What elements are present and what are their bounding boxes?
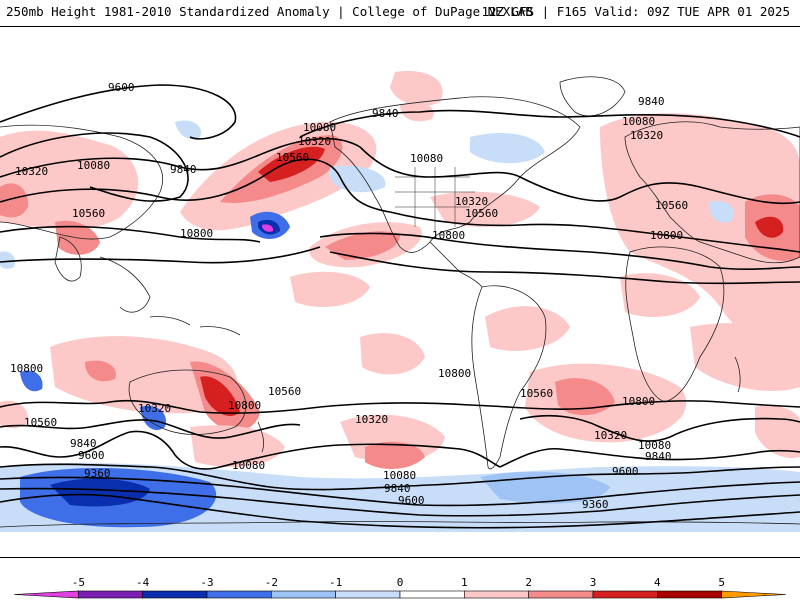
contour-label: 10080: [303, 121, 336, 134]
legend-tick-label: -1: [329, 576, 342, 589]
contour-label: 9600: [612, 465, 639, 478]
colorbar-segment: [528, 590, 594, 599]
colorbar-segment: [206, 590, 272, 599]
contour-label: 10080: [622, 115, 655, 128]
legend-tick-label: -4: [136, 576, 150, 589]
contour-label: 10080: [77, 159, 110, 172]
contour-label: 9840: [384, 482, 411, 495]
legend-tick-label: 0: [397, 576, 404, 589]
colorbar-segment: [13, 590, 79, 599]
contour-label: 10080: [383, 469, 416, 482]
legend-tick-label: -5: [72, 576, 85, 589]
map-canvas: 9600 9840 9840 10080 10320 10560 10080 9…: [0, 71, 800, 532]
contour-label: 10560: [72, 207, 105, 220]
colorbar-segment: [399, 590, 465, 599]
contour-label: 9840: [70, 437, 97, 450]
contour-label: 10800: [180, 227, 213, 240]
contour-label: 10320: [355, 413, 388, 426]
contour-label: 10800: [432, 229, 465, 242]
contour-label: 10800: [10, 362, 43, 375]
contour-label: 10320: [15, 165, 48, 178]
contour-label: 10560: [520, 387, 553, 400]
contour-label: 10080: [638, 439, 671, 452]
legend-colorbar: [13, 590, 787, 599]
colorbar-segment: [721, 590, 787, 599]
contour-label: 10320: [455, 195, 488, 208]
colorbar-legend: -5 -4 -3 -2 -1 0 1 2 3 4 5: [13, 576, 787, 599]
legend-tick-labels: -5 -4 -3 -2 -1 0 1 2 3 4 5: [72, 576, 725, 589]
legend-tick-label: 2: [525, 576, 532, 589]
colorbar-segment: [657, 590, 722, 599]
contour-label: 10320: [298, 135, 331, 148]
height-contours: [0, 84, 800, 529]
colorbar-segment: [142, 590, 208, 599]
colorbar-segment: [78, 590, 143, 599]
map-title: 250mb Height 1981-2010 Standardized Anom…: [6, 4, 533, 19]
legend-tick-label: -2: [265, 576, 278, 589]
contour-label: 9840: [170, 163, 197, 176]
contour-label: 9600: [108, 81, 135, 94]
legend-tick-label: 3: [590, 576, 597, 589]
contour-label: 10560: [465, 207, 498, 220]
contour-label: 9360: [582, 498, 609, 511]
contour-label: 9840: [638, 95, 665, 108]
contour-label: 10800: [650, 229, 683, 242]
positive-anomaly-shading: [0, 71, 800, 469]
legend-tick-label: 5: [718, 576, 725, 589]
contour-label: 10080: [232, 459, 265, 472]
contour-label: 9840: [645, 450, 672, 463]
legend-tick-label: -3: [200, 576, 213, 589]
contour-label: 9600: [78, 449, 105, 462]
contour-label: 10320: [630, 129, 663, 142]
contour-label: 10560: [276, 151, 309, 164]
negative-anomaly-shading: [0, 120, 800, 532]
contour-label: 10800: [622, 395, 655, 408]
contour-label: 10800: [438, 367, 471, 380]
contour-label: 10560: [24, 416, 57, 429]
contour-label: 10320: [138, 402, 171, 415]
contour-labels: 9600 9840 9840 10080 10320 10560 10080 9…: [10, 81, 688, 511]
colorbar-segment: [271, 590, 336, 599]
contour-label: 10560: [655, 199, 688, 212]
contour-label: 9600: [398, 494, 425, 507]
legend-tick-label: 4: [654, 576, 661, 589]
model-run-info: 12Z GFS | F165 Valid: 09Z TUE APR 01 202…: [481, 4, 790, 19]
contour-label: 10800: [228, 399, 261, 412]
legend-tick-label: 1: [461, 576, 468, 589]
anomaly-map: 9600 9840 9840 10080 10320 10560 10080 9…: [0, 26, 800, 558]
contour-label: 9360: [84, 467, 111, 480]
contour-label: 10560: [268, 385, 301, 398]
colorbar-segment: [592, 590, 658, 599]
contour-label: 9840: [372, 107, 399, 120]
colorbar-segment: [335, 590, 401, 599]
contour-label: 10320: [594, 429, 627, 442]
colorbar-segment: [464, 590, 529, 599]
contour-label: 10080: [410, 152, 443, 165]
